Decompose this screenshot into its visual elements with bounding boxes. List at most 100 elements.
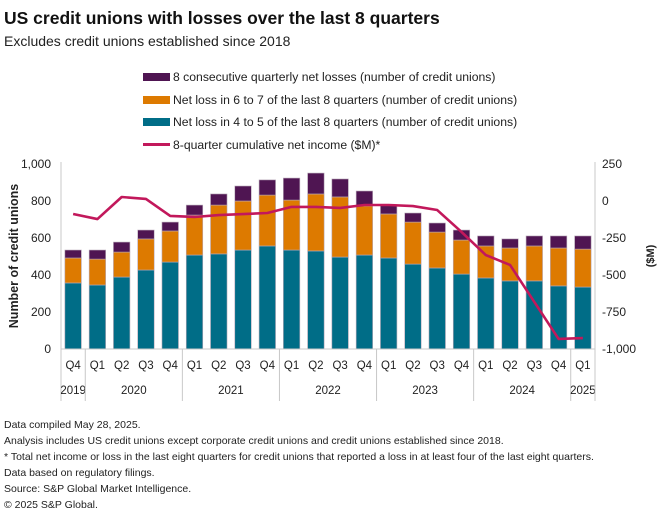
bar-segment-orange	[185, 214, 204, 256]
x-tick-label: Q3	[332, 360, 347, 372]
bar-segment-teal	[137, 269, 155, 350]
footer-line: Data based on regulatory filings.	[4, 467, 155, 479]
y-tick-label: 800	[31, 194, 51, 208]
axes-group: 0 200 400 600 800 1,000 -1,000 -750 -500 -250 0 250…	[21, 157, 636, 401]
bar-segment-teal	[380, 257, 398, 350]
bars-group	[64, 172, 592, 350]
bar-segment-purple	[307, 172, 325, 195]
year-label: 2025	[570, 385, 596, 397]
net-income-line	[72, 195, 583, 341]
bar-segment-orange	[380, 213, 398, 259]
bar-segment-orange	[550, 247, 568, 287]
bar-segment-orange	[88, 258, 106, 286]
chart-title: US credit unions with losses over the la…	[4, 8, 440, 28]
line-group	[72, 195, 583, 341]
y-tick-label: 0	[44, 342, 51, 356]
bar-segment-orange	[210, 204, 228, 255]
legend-item-net-income: 8-quarter cumulative net income ($M)*	[143, 134, 517, 157]
bar-segment-purple	[161, 221, 179, 232]
bar-segment-teal	[283, 249, 301, 350]
x-tick-label: Q2	[211, 360, 226, 372]
bar-segment-teal	[64, 282, 82, 350]
year-label: 2019	[60, 385, 86, 397]
bar-segment-purple	[331, 178, 349, 198]
bar-segment-purple	[404, 212, 422, 223]
y2-tick-label: -1,000	[602, 342, 636, 356]
bar-segment-teal	[210, 253, 228, 350]
x-tick-label: Q4	[260, 360, 276, 372]
x-tick-label: Q1	[90, 360, 105, 372]
bar-segment-orange	[404, 221, 422, 265]
y2-tick-label: 250	[602, 157, 622, 171]
footer-line: Source: S&P Global Market Intelligence.	[4, 483, 192, 495]
legend-item-4-to-5: Net loss in 4 to 5 of the last 8 quarter…	[143, 111, 517, 134]
bar-segment-purple	[283, 177, 301, 201]
y2-tick-label: -750	[602, 305, 626, 319]
bar-segment-teal	[258, 245, 276, 350]
y2-axis-label: ($M)	[645, 244, 657, 267]
year-label: 2022	[315, 385, 341, 397]
bar-segment-orange	[161, 230, 179, 263]
bar-segment-teal	[161, 261, 179, 350]
legend-swatch-purple	[143, 73, 170, 82]
bar-segment-orange	[525, 245, 543, 282]
bar-segment-orange	[307, 193, 325, 252]
bar-segment-purple	[88, 249, 106, 260]
bar-segment-purple	[452, 229, 471, 241]
y-tick-label: 1,000	[21, 157, 51, 171]
bar-segment-purple	[210, 193, 228, 206]
bar-segment-teal	[331, 256, 349, 350]
bar-segment-teal	[501, 280, 519, 350]
legend-label: Net loss in 4 to 5 of the last 8 quarter…	[173, 115, 518, 130]
chart-plot: 0 200 400 600 800 1,000 -1,000 -750 -500 -250 0 250…	[7, 157, 657, 401]
bar-segment-purple	[428, 222, 446, 233]
x-tick-label: Q4	[454, 360, 470, 372]
legend-item-8-consecutive: 8 consecutive quarterly net losses (numb…	[143, 66, 517, 89]
x-tick-label: Q3	[138, 360, 153, 372]
bar-segment-teal	[185, 254, 204, 350]
x-tick-label: Q3	[235, 360, 250, 372]
y-axis-label: Number of credit unions	[7, 184, 21, 329]
year-label: 2024	[509, 385, 535, 397]
bar-segment-teal	[574, 286, 592, 350]
chart-subtitle: Excludes credit unions established since…	[4, 33, 291, 49]
y-tick-label: 600	[31, 231, 51, 245]
bar-segment-purple	[64, 249, 82, 259]
bar-segment-orange	[452, 239, 471, 275]
year-label: 2021	[218, 385, 244, 397]
footer-line: © 2025 S&P Global.	[4, 499, 98, 511]
legend-swatch-teal	[143, 118, 170, 127]
year-label: 2023	[412, 385, 438, 397]
bar-segment-orange	[113, 251, 131, 278]
y-tick-label: 200	[31, 305, 51, 319]
footer-line: Analysis includes US credit unions excep…	[4, 435, 504, 447]
bar-segment-orange	[355, 205, 373, 256]
bar-segment-teal	[355, 254, 373, 350]
bar-segment-purple	[525, 235, 543, 247]
bar-segment-teal	[452, 273, 471, 350]
footer-line: Data compiled May 28, 2025.	[4, 419, 141, 431]
bar-segment-teal	[307, 250, 325, 350]
x-tick-label: Q1	[381, 360, 396, 372]
bar-segment-purple	[137, 229, 155, 240]
bar-segment-orange	[258, 194, 276, 247]
legend-swatch-orange	[143, 95, 170, 104]
bar-segment-teal	[404, 263, 422, 350]
x-tick-label: Q3	[430, 360, 445, 372]
bar-segment-orange	[234, 200, 252, 251]
y2-tick-label: 0	[602, 194, 609, 208]
bar-segment-teal	[88, 284, 106, 350]
bar-segment-purple	[113, 241, 131, 253]
y2-tick-label: -500	[602, 268, 626, 282]
x-tick-label: Q1	[478, 360, 493, 372]
bar-segment-purple	[185, 204, 204, 216]
x-tick-label: Q2	[405, 360, 420, 372]
bar-segment-purple	[550, 235, 568, 249]
bar-segment-teal	[234, 249, 252, 350]
bar-segment-teal	[477, 277, 495, 350]
legend-swatch-line	[143, 143, 170, 147]
bar-segment-orange	[574, 248, 592, 288]
bar-segment-purple	[501, 238, 519, 249]
bar-segment-purple	[234, 185, 252, 202]
legend: 8 consecutive quarterly net losses (numb…	[143, 66, 517, 156]
